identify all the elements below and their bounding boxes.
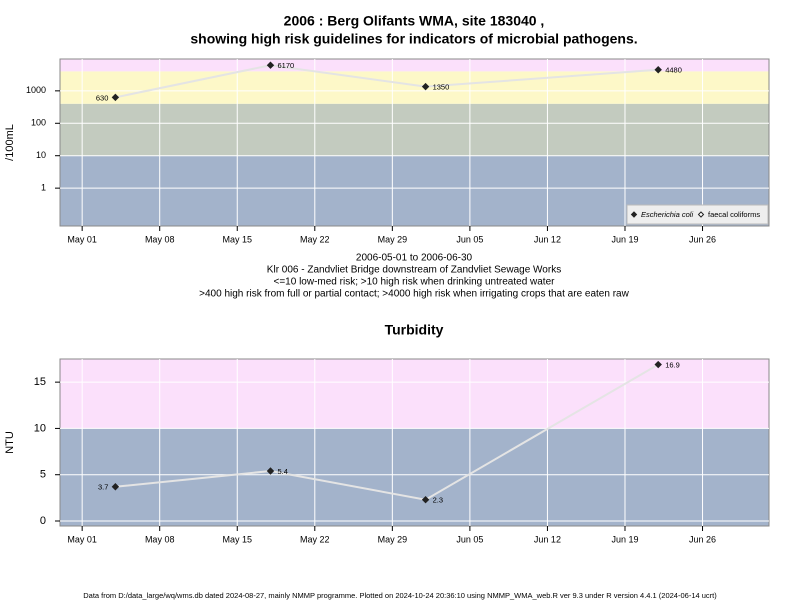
legend-marker [630,211,638,218]
data-point [654,360,662,369]
value-label: 2.3 [433,496,443,505]
data-point [654,66,662,74]
y-tick-label: 10 [36,150,46,160]
x-tick-label: May 15 [222,534,252,544]
x-tick-label: Jun 12 [534,534,561,544]
series-line [115,363,659,501]
plot-frame [59,58,770,227]
risk-band [60,71,769,104]
chart-note: 2006-05-01 to 2006-06-30 [356,253,473,264]
y-axis-label: NTU [4,431,16,454]
value-label: 3.7 [98,483,108,492]
data-point [111,483,120,491]
y-tick-label: 15 [34,376,46,388]
chart-title: showing high risk guidelines for indicat… [190,31,637,47]
data-point [421,82,430,91]
value-label: 6170 [277,61,294,70]
plot-frame [59,358,770,527]
chart-title: 2006 : Berg Olifants WMA, site 183040 , [284,13,545,29]
value-label: 630 [96,93,109,102]
x-tick-label: Jun 19 [611,234,638,244]
x-tick-label: Jun 26 [689,234,716,244]
y-tick-label: 100 [31,118,46,128]
x-tick-label: May 08 [145,234,175,244]
y-tick-label: 1000 [26,85,46,95]
risk-band [60,428,769,526]
chart-note: Klr 006 - Zandvliet Bridge downstream of… [267,265,561,276]
chart-note: >400 high risk from full or partial cont… [199,289,629,300]
x-tick-label: Jun 12 [534,234,561,244]
x-tick-label: May 22 [300,534,330,544]
chart-note: <=10 low-med risk; >10 high risk when dr… [274,277,556,288]
legend-marker [697,211,705,218]
legend-box [626,204,769,225]
y-tick-label: 10 [34,422,46,434]
data-point [266,467,275,475]
legend-label: faecal coliforms [708,210,760,219]
series-line [115,64,659,99]
data-point [421,496,430,504]
x-tick-label: May 01 [67,234,97,244]
value-label: 5.4 [277,467,287,476]
chart-title: Turbidity [385,322,444,338]
x-tick-label: Jun 26 [689,534,716,544]
value-label: 4480 [665,66,682,75]
x-tick-label: May 29 [378,234,408,244]
risk-band [60,103,769,156]
x-tick-label: May 29 [378,534,408,544]
y-tick-label: 5 [40,469,46,481]
data-point [266,61,275,69]
value-label: 1350 [433,83,450,92]
x-tick-label: May 15 [222,234,252,244]
y-tick-label: 0 [40,515,46,527]
x-tick-label: May 01 [67,534,97,544]
x-tick-label: Jun 05 [456,534,483,544]
value-label: 16.9 [665,361,680,370]
x-tick-label: May 08 [145,534,175,544]
x-tick-label: Jun 05 [456,234,483,244]
x-tick-label: Jun 19 [611,534,638,544]
x-tick-label: May 22 [300,234,330,244]
risk-band [60,59,769,72]
footer: Data from D:/data_large/wq/wms.db dated … [83,591,717,600]
y-tick-label: 1 [41,183,46,193]
y-axis-label: /100mL [4,124,16,161]
legend-label: Escherichia coli [641,210,693,219]
data-point [111,93,120,102]
risk-band [60,359,769,429]
